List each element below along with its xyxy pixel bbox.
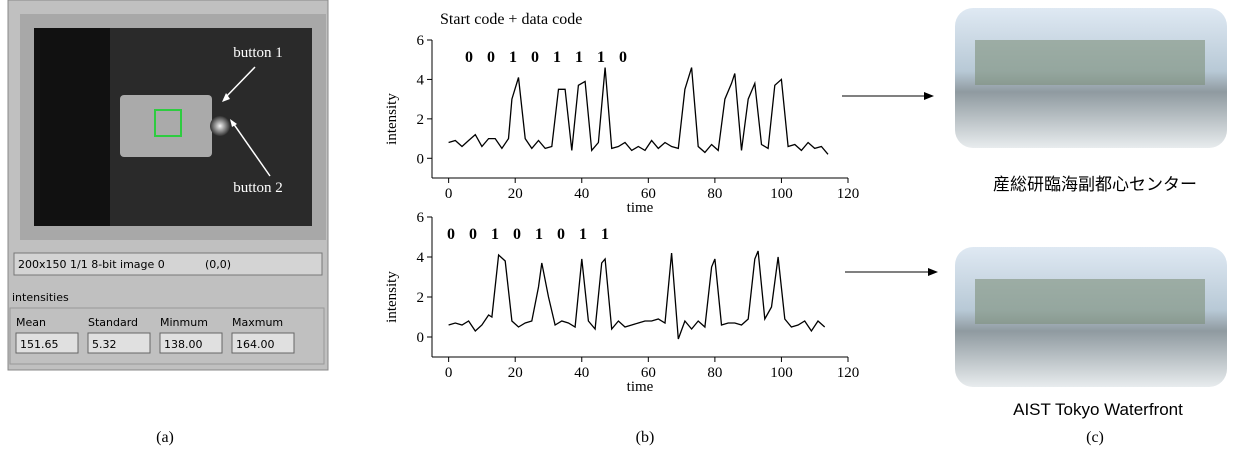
annotation: 0 0 1 0 1 1 1 0 [465, 49, 627, 66]
data-line [448, 67, 829, 155]
field-value: 5.32 [92, 338, 117, 351]
field-label: Standard [88, 316, 138, 329]
photo-building [975, 279, 1205, 324]
arrowhead [924, 92, 934, 100]
field-label: Minmum [160, 316, 208, 329]
caption: (a) [156, 429, 174, 446]
field-value: 164.00 [236, 338, 275, 351]
x-axis-label: time [627, 379, 654, 395]
y-axis-label: intensity [384, 93, 400, 145]
button-blob [210, 116, 230, 136]
y-tick-label: 6 [417, 210, 425, 226]
x-tick-label: 80 [707, 365, 722, 381]
x-tick-label: 100 [770, 186, 793, 202]
x-axis-label: time [627, 200, 654, 216]
x-tick-label: 60 [641, 186, 656, 202]
x-tick-label: 120 [837, 186, 860, 202]
arrow [223, 66, 256, 100]
panel-blob [120, 95, 212, 157]
panel-c: 産総研臨海副都心センター AIST Tokyo Waterfront [955, 8, 1227, 419]
arrowhead [230, 119, 237, 127]
group-box [9, 307, 325, 365]
y-tick-label: 0 [417, 151, 425, 167]
photo-label: AIST Tokyo Waterfront [1013, 400, 1183, 419]
field-box [231, 332, 295, 354]
x-tick-label: 40 [574, 365, 589, 381]
chart-title: Start code + data code [440, 11, 582, 28]
caption: (c) [1086, 429, 1104, 446]
field-box [15, 332, 79, 354]
callout: button 1 [233, 45, 283, 61]
x-tick-label: 0 [445, 365, 453, 381]
y-tick-label: 2 [417, 290, 425, 306]
y-axis-label: intensity [384, 271, 400, 323]
panel-a: button 1 button 2 200x150 1/1 8-bit imag… [7, 0, 329, 371]
x-tick-label: 20 [508, 365, 523, 381]
arrowhead [928, 268, 938, 276]
status-text: 200x150 1/1 8-bit image 0 [18, 258, 165, 271]
field-box [159, 332, 223, 354]
x-tick-label: 100 [770, 365, 793, 381]
y-tick-label: 2 [417, 112, 425, 128]
annotation: 0 0 1 0 1 0 1 1 [447, 226, 609, 243]
field-box [87, 332, 151, 354]
arrowhead [222, 93, 230, 102]
callout: button 2 [233, 180, 283, 196]
fields: Mean 151.65 Standard 5.32 Minmum 138.00 Maxmum… [15, 316, 295, 354]
photo-building [975, 40, 1205, 85]
roi [154, 109, 182, 137]
photo-label: 産総研臨海副都心センター [993, 175, 1197, 194]
x-tick-label: 0 [445, 186, 453, 202]
arrow [232, 122, 271, 177]
field-label: Mean [16, 316, 46, 329]
x-tick-label: 20 [508, 186, 523, 202]
y-tick-label: 0 [417, 330, 425, 346]
x-tick-label: 120 [837, 365, 860, 381]
x-tick-label: 60 [641, 365, 656, 381]
y-tick-label: 4 [417, 72, 425, 88]
data-line [448, 250, 826, 340]
field-value: 151.65 [20, 338, 59, 351]
field-label: Maxmum [232, 316, 283, 329]
section-label: intensities [12, 291, 69, 304]
x-tick-label: 40 [574, 186, 589, 202]
y-tick-label: 4 [417, 250, 425, 266]
position-text: (0,0) [205, 258, 231, 271]
status-bar [13, 252, 323, 276]
y-tick-label: 6 [417, 33, 425, 49]
caption: (b) [636, 429, 655, 446]
field-value: 138.00 [164, 338, 203, 351]
x-tick-label: 80 [707, 186, 722, 202]
